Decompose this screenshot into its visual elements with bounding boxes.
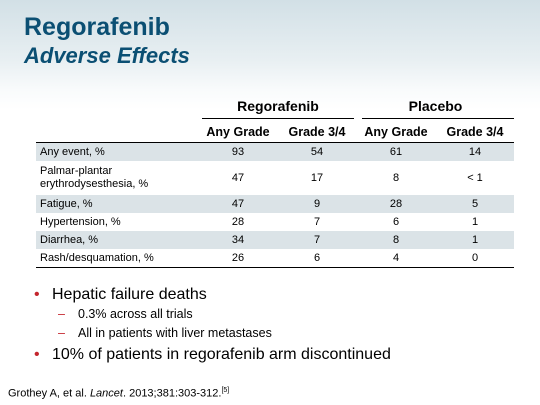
bullet-dot-icon: •: [34, 286, 40, 303]
bullet-dot-icon: •: [34, 346, 40, 363]
table-cell: 93: [198, 142, 278, 161]
table-row: Hypertension, % 28 7 6 1: [36, 213, 514, 231]
bullet-item: • 10% of patients in regorafenib arm dis…: [34, 345, 391, 365]
table-cell: 28: [231, 216, 245, 228]
table-cell: 5: [436, 195, 514, 213]
row-label-line-1: Palmar-plantar: [40, 165, 113, 177]
dash-icon: –: [58, 326, 65, 340]
dash-icon: –: [58, 307, 65, 321]
row-label: Diarrhea, %: [36, 231, 198, 249]
column-header: Grade 3/4: [436, 121, 514, 143]
citation-ref: [5]: [221, 387, 230, 394]
bullet-text: Hepatic failure deaths: [52, 286, 207, 303]
table-row: Rash/desquamation, % 26 6 4 0: [36, 249, 514, 268]
table-cell: 6: [278, 249, 356, 268]
table-cell: 8: [356, 231, 436, 249]
column-header: Any Grade: [198, 121, 278, 143]
table-cell: 7: [313, 216, 321, 228]
title-line-1: Regorafenib: [24, 13, 170, 41]
group-header-placebo: Placebo: [408, 98, 463, 114]
citation: Grothey A, et al. Lancet. 2013;381:303-3…: [8, 387, 229, 400]
table-cell: 7: [278, 231, 356, 249]
bullet-text: 10% of patients in regorafenib arm disco…: [52, 346, 391, 363]
group-rule-regorafenib: [202, 118, 354, 119]
group-rule-placebo: [362, 118, 514, 119]
bullet-item: • Hepatic failure deaths: [34, 285, 391, 305]
table-cell: < 1: [467, 171, 483, 184]
table-row: Fatigue, % 47 9 28 5: [36, 195, 514, 213]
table-cell: 47: [198, 195, 278, 213]
table-cell: 47: [231, 171, 245, 184]
table-cell: 26: [198, 249, 278, 268]
row-label: Fatigue, %: [36, 195, 198, 213]
row-label: Any event, %: [36, 142, 198, 161]
column-header: Any Grade: [356, 121, 436, 143]
table-cell: 0: [436, 249, 514, 268]
title-line-2: Adverse Effects: [24, 43, 190, 68]
header-label-blank: [36, 121, 198, 143]
bullet-list: • Hepatic failure deaths – 0.3% across a…: [34, 285, 391, 365]
table-cell: 1: [471, 216, 479, 228]
table-cell: 17: [310, 171, 324, 184]
sub-bullet-text: 0.3% across all trials: [78, 307, 193, 321]
citation-details: . 2013;381:303-312.: [122, 387, 222, 400]
table-cell: 1: [436, 231, 514, 249]
row-label: Hypertension, %: [40, 216, 121, 228]
column-header: Grade 3/4: [278, 121, 356, 143]
adverse-effects-table: Any Grade Grade 3/4 Any Grade Grade 3/4 …: [36, 121, 514, 268]
table-cell: 54: [278, 142, 356, 161]
table-cell: 14: [436, 142, 514, 161]
sub-bullet-item: – 0.3% across all trials: [34, 305, 391, 324]
table-cell: 8: [392, 171, 400, 184]
table-row: Palmar-plantar erythrodysesthesia, % 47 1…: [36, 161, 514, 195]
table-row: Any event, % 93 54 61 14: [36, 142, 514, 161]
table-cell: 9: [278, 195, 356, 213]
slide-title: Regorafenib Adverse Effects: [24, 12, 190, 69]
group-header-regorafenib: Regorafenib: [237, 98, 319, 114]
citation-authors: Grothey A, et al.: [8, 387, 90, 400]
sub-bullet-item: – All in patients with liver metastases: [34, 324, 391, 343]
row-label: Palmar-plantar erythrodysesthesia, %: [36, 161, 198, 195]
table-cell: 61: [356, 142, 436, 161]
row-label-line-2: erythrodysesthesia, %: [40, 178, 149, 190]
table-cell: 34: [198, 231, 278, 249]
table-cell: 4: [356, 249, 436, 268]
table-header-row: Any Grade Grade 3/4 Any Grade Grade 3/4: [36, 121, 514, 143]
sub-bullet-text: All in patients with liver metastases: [78, 326, 272, 340]
table-cell: 6: [392, 216, 400, 228]
table-cell: 28: [356, 195, 436, 213]
table-row: Diarrhea, % 34 7 8 1: [36, 231, 514, 249]
citation-journal: Lancet: [89, 387, 123, 400]
row-label: Rash/desquamation, %: [36, 249, 198, 268]
